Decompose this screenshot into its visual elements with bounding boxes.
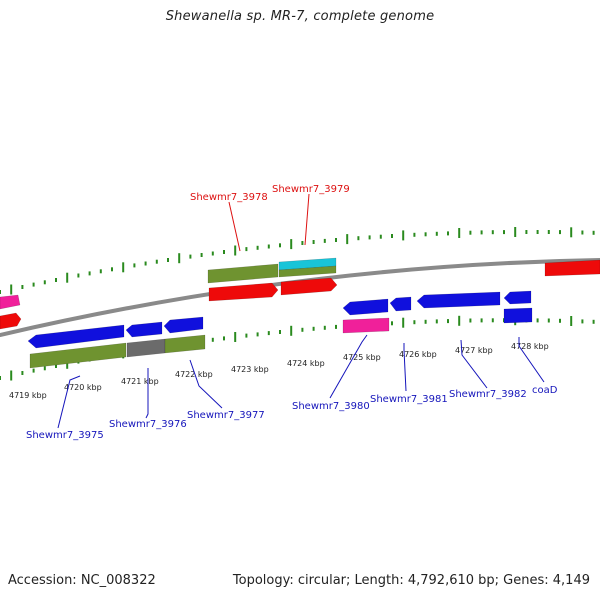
tick-label-4719: 4719 kbp — [9, 391, 47, 400]
connector-3976 — [145, 368, 149, 419]
gene-label-3982: Shewmr7_3982 — [449, 389, 527, 400]
connector-3977 — [189, 359, 223, 409]
gene-feature-3977 — [163, 316, 204, 334]
gene-feature-pink-3980 — [342, 317, 390, 334]
gene-label-3975: Shewmr7_3975 — [26, 430, 104, 441]
gene-feature-olive-3979 — [278, 265, 337, 278]
gene-feature-3975 — [27, 324, 125, 349]
connector-coaD — [518, 337, 545, 383]
tick-label-4725: 4725 kbp — [343, 353, 381, 362]
connector-3975 — [57, 375, 81, 429]
tick-label-4726: 4726 kbp — [399, 350, 437, 359]
gene-feature-olive-3978 — [207, 263, 279, 284]
connector-3980 — [329, 334, 368, 399]
gene-label-3976: Shewmr7_3976 — [109, 419, 187, 430]
gene-feature-olive-3975 — [29, 342, 127, 369]
gene-feature-pink-partial — [0, 294, 21, 310]
tick-label-4728: 4728 kbp — [511, 342, 549, 351]
connector-3979 — [304, 193, 310, 246]
tick-label-4721: 4721 kbp — [121, 377, 159, 386]
gene-feature-3981 — [389, 296, 412, 312]
gene-feature-red-right — [544, 259, 600, 277]
connector-3981 — [403, 343, 407, 392]
gene-label-3979: Shewmr7_3979 — [272, 184, 350, 195]
gene-feature-coaD — [503, 290, 532, 305]
gene-label-3981: Shewmr7_3981 — [370, 394, 448, 405]
gene-feature-red-partial — [0, 312, 22, 330]
gene-feature-3979 — [280, 277, 338, 296]
gene-feature-3980 — [342, 298, 389, 316]
gene-features — [0, 257, 600, 369]
tick-label-4724: 4724 kbp — [287, 359, 325, 368]
gene-label-3977: Shewmr7_3977 — [187, 410, 265, 421]
map-title: Shewanella sp. MR-7, complete genome — [165, 9, 435, 24]
gene-feature-blue-small — [503, 307, 533, 324]
scale-tick-labels: 4719 kbp 4720 kbp 4721 kbp 4722 kbp 4723… — [9, 342, 549, 400]
tick-label-4722: 4722 kbp — [175, 370, 213, 379]
accession-text: Accession: NC_008322 — [8, 573, 156, 588]
tick-label-4727: 4727 kbp — [455, 346, 493, 355]
gene-feature-3976 — [125, 321, 163, 338]
connector-3982 — [460, 339, 488, 389]
gene-label-coaD: coaD — [532, 385, 558, 396]
tick-label-4723: 4723 kbp — [231, 365, 269, 374]
topology-text: Topology: circular; Length: 4,792,610 bp… — [232, 573, 590, 588]
gene-feature-3978 — [208, 282, 279, 302]
gene-label-3980: Shewmr7_3980 — [292, 401, 370, 412]
gene-feature-3982 — [416, 291, 501, 309]
gene-feature-gray-3976 — [126, 338, 166, 358]
gene-feature-olive-3977 — [164, 334, 206, 354]
forward-scale-ticks — [0, 227, 595, 295]
gene-label-connectors — [57, 193, 545, 429]
connector-3978 — [228, 201, 241, 252]
gene-label-3978: Shewmr7_3978 — [190, 192, 268, 203]
tick-label-4720: 4720 kbp — [64, 383, 102, 392]
gene-labels: Shewmr7_3978 Shewmr7_3979 Shewmr7_3975 S… — [26, 184, 558, 441]
